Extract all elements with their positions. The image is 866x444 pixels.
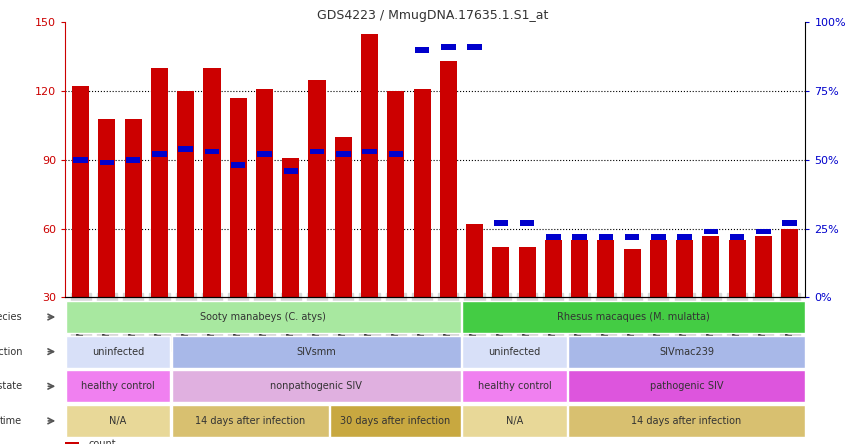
Bar bbox=[730, 234, 745, 240]
Bar bbox=[598, 240, 614, 297]
Bar bbox=[441, 44, 456, 50]
Bar bbox=[519, 247, 535, 297]
Bar bbox=[415, 47, 430, 52]
Bar bbox=[468, 44, 481, 50]
Bar bbox=[624, 250, 641, 297]
Text: N/A: N/A bbox=[109, 416, 126, 426]
Bar bbox=[598, 234, 613, 240]
Bar bbox=[310, 149, 324, 155]
Text: pathogenic SIV: pathogenic SIV bbox=[650, 381, 723, 391]
Bar bbox=[571, 240, 588, 297]
Bar bbox=[256, 89, 273, 297]
Bar bbox=[66, 336, 170, 368]
Bar bbox=[257, 151, 272, 157]
Bar bbox=[282, 158, 300, 297]
Bar bbox=[362, 149, 377, 155]
Bar bbox=[361, 34, 378, 297]
Bar bbox=[335, 137, 352, 297]
Bar bbox=[99, 119, 115, 297]
Bar bbox=[229, 98, 247, 297]
Bar bbox=[782, 220, 797, 226]
Bar bbox=[568, 370, 805, 402]
Text: nonpathogenic SIV: nonpathogenic SIV bbox=[270, 381, 362, 391]
Bar bbox=[283, 168, 298, 174]
Bar bbox=[413, 89, 430, 297]
Bar bbox=[756, 229, 771, 234]
Text: disease state: disease state bbox=[0, 381, 23, 391]
Bar bbox=[650, 240, 667, 297]
Bar bbox=[546, 234, 560, 240]
Text: healthy control: healthy control bbox=[478, 381, 552, 391]
Bar bbox=[178, 146, 193, 152]
Bar bbox=[171, 370, 461, 402]
Bar bbox=[308, 79, 326, 297]
Bar bbox=[389, 151, 403, 157]
Bar bbox=[466, 224, 483, 297]
Bar bbox=[545, 240, 562, 297]
Text: Rhesus macaques (M. mulatta): Rhesus macaques (M. mulatta) bbox=[557, 312, 710, 322]
Bar bbox=[336, 151, 351, 157]
Text: N/A: N/A bbox=[506, 416, 523, 426]
Bar bbox=[66, 370, 170, 402]
Text: healthy control: healthy control bbox=[81, 381, 155, 391]
Text: 14 days after infection: 14 days after infection bbox=[631, 416, 741, 426]
Bar bbox=[440, 61, 457, 297]
Bar bbox=[568, 405, 805, 437]
Bar bbox=[494, 220, 508, 226]
Bar bbox=[72, 87, 89, 297]
Bar bbox=[152, 151, 167, 157]
Bar bbox=[462, 301, 805, 333]
Bar bbox=[520, 220, 534, 226]
Text: 14 days after infection: 14 days after infection bbox=[195, 416, 305, 426]
Bar bbox=[171, 336, 461, 368]
Bar bbox=[676, 240, 693, 297]
Bar bbox=[781, 229, 798, 297]
Bar bbox=[178, 91, 194, 297]
Bar bbox=[126, 157, 140, 163]
Text: Sooty manabeys (C. atys): Sooty manabeys (C. atys) bbox=[200, 312, 326, 322]
Bar bbox=[462, 405, 566, 437]
Bar bbox=[568, 336, 805, 368]
Text: SIVmac239: SIVmac239 bbox=[659, 347, 714, 357]
Text: count: count bbox=[88, 439, 116, 444]
Text: species: species bbox=[0, 312, 23, 322]
Bar bbox=[387, 91, 404, 297]
Bar bbox=[330, 405, 461, 437]
Bar bbox=[231, 163, 245, 168]
Text: time: time bbox=[0, 416, 23, 426]
Bar bbox=[125, 119, 142, 297]
Bar bbox=[677, 234, 692, 240]
Bar bbox=[702, 235, 720, 297]
Bar bbox=[651, 234, 666, 240]
Text: uninfected: uninfected bbox=[488, 347, 540, 357]
Text: infection: infection bbox=[0, 347, 23, 357]
Text: GDS4223 / MmugDNA.17635.1.S1_at: GDS4223 / MmugDNA.17635.1.S1_at bbox=[317, 9, 549, 22]
Bar bbox=[74, 157, 88, 163]
Bar bbox=[728, 240, 746, 297]
Text: uninfected: uninfected bbox=[92, 347, 144, 357]
Bar bbox=[151, 68, 168, 297]
Text: SIVsmm: SIVsmm bbox=[296, 347, 336, 357]
Bar bbox=[66, 405, 170, 437]
Bar bbox=[492, 247, 509, 297]
Bar bbox=[66, 301, 461, 333]
Bar bbox=[204, 149, 219, 155]
Bar bbox=[572, 234, 587, 240]
Bar bbox=[204, 68, 221, 297]
Bar bbox=[462, 336, 566, 368]
Bar bbox=[625, 234, 639, 240]
Bar bbox=[755, 235, 772, 297]
Bar bbox=[65, 442, 79, 444]
Bar bbox=[462, 370, 566, 402]
Bar bbox=[100, 160, 114, 166]
Bar bbox=[171, 405, 328, 437]
Text: 30 days after infection: 30 days after infection bbox=[340, 416, 450, 426]
Bar bbox=[703, 229, 718, 234]
